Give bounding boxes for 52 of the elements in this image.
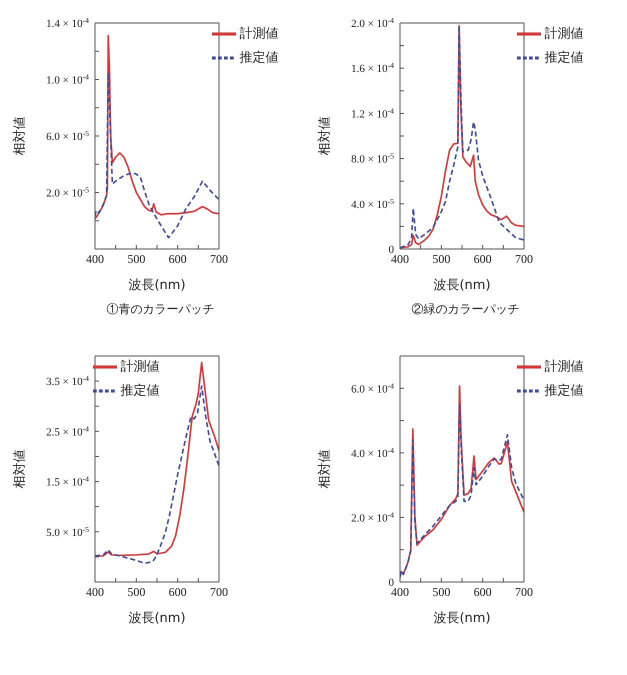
x-axis-title: 波長(nm): [432, 278, 490, 293]
x-tick-label: 700: [210, 585, 228, 599]
legend-label: 計測値: [544, 26, 584, 42]
x-tick-label: 500: [126, 252, 145, 266]
legend-label: 計測値: [544, 360, 584, 375]
x-tick-label: 400: [86, 252, 104, 266]
x-tick-label: 500: [126, 585, 145, 599]
line-series: [94, 34, 218, 220]
x-tick-label: 600: [168, 585, 186, 599]
x-tick-label: 500: [432, 585, 450, 599]
y-axis-title: 相対値: [316, 450, 332, 488]
y-tick-label: 6.0 × 10$^{-4}$: [350, 380, 394, 396]
y-tick-label: 1.4 × 10$^{-4}$: [46, 16, 89, 30]
legend-label: 推定値: [544, 384, 584, 399]
y-axis-title: 相対値: [11, 450, 28, 488]
text: ②緑のカラーパッチ: [412, 301, 520, 318]
y-tick-label: 1.6 × 10$^{-4}$: [350, 60, 394, 76]
y-tick-label: 3.5 × 10$^{-4}$: [46, 374, 89, 388]
legend-label: 計測値: [240, 26, 278, 42]
x-axis-title: 波長(nm): [128, 611, 186, 626]
y-tick-label: 1.5 × 10$^{-4}$: [46, 474, 89, 489]
y-tick-label: 2.0 × 10$^{-4}$: [350, 510, 394, 524]
line-series: [94, 72, 218, 238]
y-tick-label: 4.0 × 10$^{-4}$: [350, 445, 394, 460]
x-tick-label: 600: [473, 252, 492, 266]
x-axis-title: 波長(nm): [128, 278, 186, 293]
y-tick-label: 6.0 × 10$^{-5}$: [46, 128, 89, 143]
y-axis-title: 相対値: [316, 116, 332, 156]
line-series: [94, 385, 218, 564]
x-tick-label: 700: [514, 252, 532, 266]
y-tick-label: 2.0 × 10$^{-5}$: [46, 185, 89, 200]
x-tick-label: 500: [432, 252, 450, 266]
legend-label: 推定値: [240, 50, 278, 66]
y-tick-label: 2.0 × 10$^{-4}$: [350, 16, 394, 30]
x-axis-title: 波長(nm): [432, 611, 490, 626]
y-tick-label: 1.2 × 10$^{-4}$: [350, 106, 394, 120]
y-axis-title: 相対値: [11, 116, 28, 156]
x-tick-label: 600: [168, 252, 186, 266]
x-tick-label: 600: [473, 585, 492, 599]
y-tick-label: 1.0 × 10$^{-4}$: [46, 72, 89, 86]
legend-label: 計測値: [120, 360, 160, 375]
y-tick-label: 4.0 × 10$^{-5}$: [350, 196, 394, 211]
legend-label: 推定値: [544, 50, 584, 66]
y-tick-label: 2.5 × 10$^{-4}$: [46, 424, 89, 438]
y-tick-label: 8.0 × 10$^{-5}$: [350, 151, 394, 166]
x-tick-label: 700: [514, 585, 532, 599]
text: ①青のカラーパッチ: [106, 301, 214, 318]
line-series: [400, 25, 524, 249]
legend-label: 推定値: [120, 384, 160, 399]
x-tick-label: 400: [86, 585, 104, 599]
y-tick-label: 5.0 × 10$^{-5}$: [46, 524, 89, 539]
x-tick-label: 700: [210, 252, 228, 266]
